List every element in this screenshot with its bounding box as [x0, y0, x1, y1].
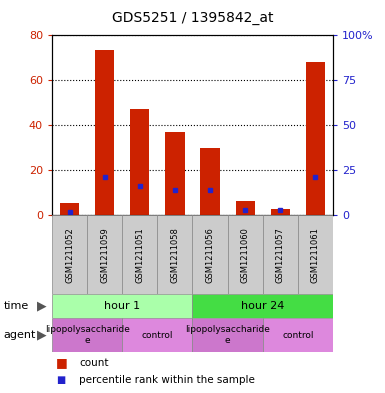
Bar [263, 318, 333, 352]
Text: GSM1211061: GSM1211061 [311, 227, 320, 283]
Text: GDS5251 / 1395842_at: GDS5251 / 1395842_at [112, 11, 273, 25]
Text: GSM1211058: GSM1211058 [171, 227, 179, 283]
Bar [271, 209, 290, 215]
Bar [306, 62, 325, 215]
Text: GSM1211051: GSM1211051 [135, 227, 144, 283]
Bar [298, 215, 333, 294]
Bar [130, 109, 149, 215]
Bar [95, 50, 114, 215]
Bar [192, 294, 333, 318]
Text: GSM1211057: GSM1211057 [276, 227, 285, 283]
Text: ■: ■ [56, 356, 68, 369]
Text: GSM1211060: GSM1211060 [241, 227, 250, 283]
Text: control: control [142, 331, 173, 340]
Text: lipopolysaccharide
e: lipopolysaccharide e [45, 325, 129, 345]
Text: lipopolysaccharide
e: lipopolysaccharide e [185, 325, 270, 345]
Bar [236, 201, 255, 215]
Text: count: count [79, 358, 109, 368]
Bar [52, 215, 87, 294]
Bar [192, 318, 263, 352]
Text: control: control [282, 331, 314, 340]
Text: percentile rank within the sample: percentile rank within the sample [79, 375, 255, 385]
Bar [52, 318, 122, 352]
Bar [122, 215, 157, 294]
Bar [122, 318, 192, 352]
Text: GSM1211056: GSM1211056 [206, 227, 214, 283]
Text: GSM1211059: GSM1211059 [100, 227, 109, 283]
Text: GSM1211052: GSM1211052 [65, 227, 74, 283]
Text: ▶: ▶ [37, 299, 46, 313]
Bar [165, 132, 184, 215]
Bar [87, 215, 122, 294]
Bar [263, 215, 298, 294]
Bar [192, 215, 228, 294]
Bar [201, 147, 220, 215]
Bar [52, 294, 192, 318]
Text: time: time [4, 301, 29, 311]
Text: hour 24: hour 24 [241, 301, 285, 311]
Bar [228, 215, 263, 294]
Text: agent: agent [4, 330, 36, 340]
Text: hour 1: hour 1 [104, 301, 140, 311]
Bar [157, 215, 192, 294]
Text: ■: ■ [56, 375, 65, 385]
Text: ▶: ▶ [37, 329, 46, 342]
Bar [60, 203, 79, 215]
